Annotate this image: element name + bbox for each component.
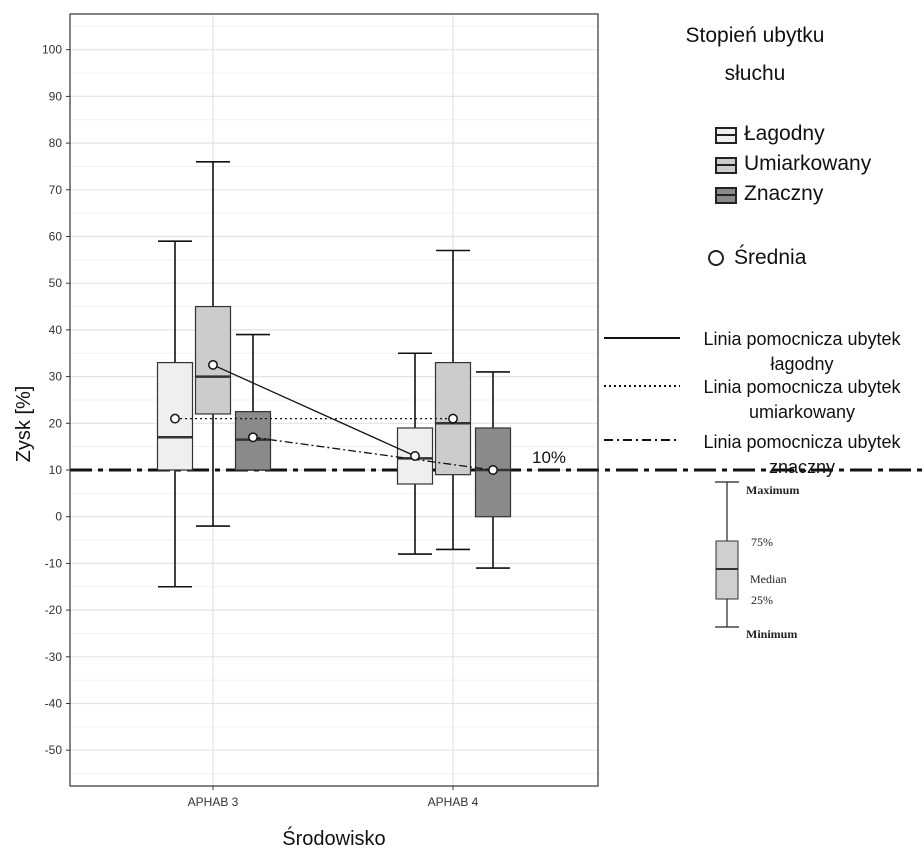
x-axis-title: Środowisko	[282, 826, 385, 848]
reference-line-label: 10%	[532, 448, 566, 467]
guide-label-znaczny-line2: znaczny	[768, 457, 836, 477]
y-tick-label: -20	[45, 603, 63, 617]
guide-label-znaczny-line1: Linia pomocnicza ubytek	[703, 432, 901, 452]
legend-title-line2: słuchu	[724, 62, 786, 85]
y-tick-label: 30	[49, 370, 63, 384]
legend-swatch-lagodny	[712, 124, 738, 144]
key-label-maximum: Maximum	[746, 483, 799, 497]
mean-point	[208, 359, 218, 370]
x-tick-label: APHAB 3	[188, 795, 239, 809]
key-label-minimum: Minimum	[746, 627, 797, 641]
y-tick-label: 60	[49, 230, 63, 244]
legend-item-znaczny: Znaczny	[712, 182, 823, 206]
guide-label-lagodny-line1: Linia pomocnicza ubytek	[703, 329, 901, 349]
mean-point	[448, 413, 458, 424]
y-tick-label: 80	[49, 136, 63, 150]
legend-label-lagodny: Łagodny	[744, 122, 825, 145]
y-tick-label: -50	[45, 743, 63, 757]
y-tick-label: 70	[49, 183, 63, 197]
legend-item-mean: Średnia	[706, 246, 806, 270]
legend-swatch-znaczny	[712, 184, 738, 204]
y-tick-label: 10	[49, 463, 63, 477]
guide-label-umiarkowany-line2: umiarkowany	[748, 402, 856, 422]
legend-label-umiarkowany: Umiarkowany	[744, 152, 872, 175]
y-tick-label: 50	[49, 276, 63, 290]
guide-label-umiarkowany-line1: Linia pomocnicza ubytek	[703, 377, 901, 397]
legend-swatch-umiarkowany	[712, 154, 738, 174]
legend-title-line1: Stopień ubytku	[685, 24, 825, 47]
legend-item-umiarkowany: Umiarkowany	[712, 152, 871, 176]
mean-point	[248, 432, 258, 443]
y-axis-title: Zysk [%]	[13, 386, 35, 463]
y-tick-label: -40	[45, 697, 63, 711]
y-tick-label: 40	[49, 323, 63, 337]
guide-label-umiarkowany: Linia pomocnicza ubytek umiarkowany	[682, 375, 922, 425]
guide-label-lagodny-line2: łagodny	[770, 354, 834, 374]
legend-label-znaczny: Znaczny	[744, 182, 824, 205]
legend-item-lagodny: Łagodny	[712, 122, 825, 146]
guide-line-solid	[212, 364, 416, 457]
legend-label-mean: Średnia	[734, 246, 807, 269]
y-tick-label: -10	[45, 556, 63, 570]
key-label-median: Median	[750, 572, 787, 586]
x-tick-label: APHAB 4	[428, 795, 479, 809]
y-tick-label: 20	[49, 416, 63, 430]
y-tick-label: 0	[55, 510, 62, 524]
key-label-q1: 25%	[751, 593, 773, 607]
mean-point	[488, 465, 498, 475]
mean-point	[170, 413, 180, 424]
guide-label-znaczny: Linia pomocnicza ubytek znaczny	[682, 430, 922, 480]
key-label-q3: 75%	[751, 535, 773, 549]
y-tick-label: -30	[45, 650, 63, 664]
y-tick-label: 100	[42, 43, 62, 57]
plot-border	[69, 13, 599, 787]
guide-label-lagodny: Linia pomocnicza ubytek łagodny	[682, 327, 922, 377]
mean-point	[410, 451, 420, 461]
y-tick-label: 90	[49, 89, 63, 103]
mean-symbol-icon	[708, 250, 724, 266]
